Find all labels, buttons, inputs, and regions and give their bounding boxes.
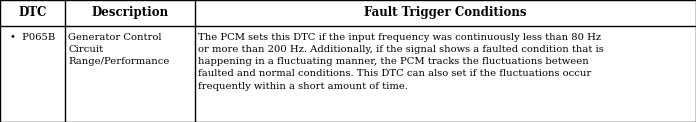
Text: DTC: DTC: [18, 6, 47, 19]
Text: Description: Description: [91, 6, 168, 19]
Text: Fault Trigger Conditions: Fault Trigger Conditions: [364, 6, 527, 19]
Text: The PCM sets this DTC if the input frequency was continuously less than 80 Hz
or: The PCM sets this DTC if the input frequ…: [198, 33, 604, 91]
Text: •  P065B: • P065B: [10, 33, 55, 42]
Text: Generator Control
Circuit
Range/Performance: Generator Control Circuit Range/Performa…: [68, 33, 170, 66]
